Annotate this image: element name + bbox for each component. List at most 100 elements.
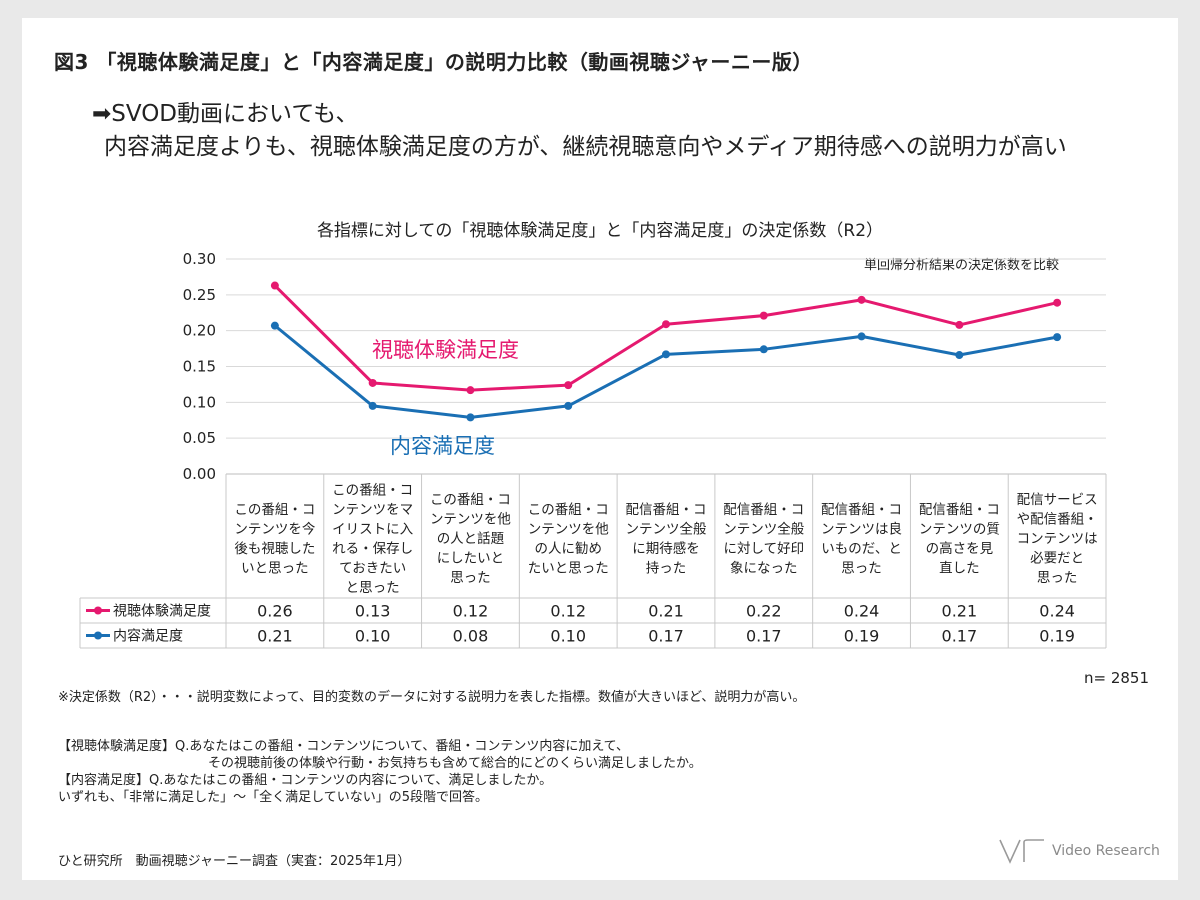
legend-label: 視聴体験満足度 xyxy=(113,604,211,620)
category-label: に対して好印 xyxy=(723,541,804,557)
category-label: にしたいと xyxy=(437,551,505,567)
vr-logo-icon xyxy=(999,839,1044,864)
category-label: 直した xyxy=(939,560,980,576)
data-label: 0.17 xyxy=(648,627,684,646)
data-point xyxy=(1053,298,1062,307)
data-label: 0.10 xyxy=(355,627,391,646)
category-label: いものだ、と xyxy=(821,541,902,557)
category-label: 持った xyxy=(646,560,687,576)
footnote-q2: 【内容満足度】Q.あなたはこの番組・コンテンツの内容について、満足しましたか。 xyxy=(58,773,553,788)
chart-note: 単回帰分析結果の決定係数を比較 xyxy=(864,258,1060,273)
data-label: 0.19 xyxy=(1039,627,1075,646)
category-label: ンテンツを今 xyxy=(234,521,315,537)
data-label: 0.10 xyxy=(550,627,586,646)
category-label: の高さを見 xyxy=(926,540,994,557)
data-point xyxy=(955,320,964,329)
annotation-series-2: 内容満足度 xyxy=(390,434,495,458)
sample-size: n= 2851 xyxy=(1084,669,1150,687)
headline-line-1: ➡SVOD動画においても、 xyxy=(92,101,359,127)
y-tick-label: 0.00 xyxy=(183,465,216,483)
footnote-scale: いずれも、「非常に満足した」〜「全く満足していない」の5段階で回答。 xyxy=(58,790,488,805)
y-tick-label: 0.15 xyxy=(183,358,216,376)
category-label: 配信番組・コ xyxy=(626,502,707,518)
category-label: ンテンツをマ xyxy=(332,502,413,518)
category-label: に期待感を xyxy=(632,540,700,557)
category-label: ンテンツの質 xyxy=(919,521,1000,537)
y-tick-label: 0.05 xyxy=(183,429,216,447)
category-label: 思った xyxy=(841,560,882,576)
category-label: 配信番組・コ xyxy=(723,502,804,518)
data-point xyxy=(857,332,866,341)
data-point xyxy=(564,381,573,390)
legend-label: 内容満足度 xyxy=(113,628,183,645)
data-point xyxy=(466,386,475,395)
chart-title: 各指標に対しての「視聴体験満足度」と「内容満足度」の決定係数（R2） xyxy=(316,221,884,241)
category-label: たいと思った xyxy=(528,560,609,576)
data-label: 0.12 xyxy=(453,602,489,621)
data-label: 0.13 xyxy=(355,602,391,621)
category-label: 配信番組・コ xyxy=(919,502,1000,518)
footnote-q1-line2: その視聴前後の体験や行動・お気持ちも含めて総合的にどのくらい満足しましたか。 xyxy=(208,756,702,771)
data-label: 0.08 xyxy=(453,627,489,646)
category-label: 象になった xyxy=(730,560,798,576)
headline-line-2: 内容満足度よりも、視聴体験満足度の方が、継続視聴意向やメディア期待感への説明力が… xyxy=(104,134,1067,160)
y-tick-label: 0.25 xyxy=(183,286,216,304)
data-label: 0.12 xyxy=(550,602,586,621)
figure-title: 図3 「視聴体験満足度」と「内容満足度」の説明力比較（動画視聴ジャーニー版） xyxy=(54,50,813,74)
category-label: ンテンツ全般 xyxy=(626,520,707,537)
slide: 図3 「視聴体験満足度」と「内容満足度」の説明力比較（動画視聴ジャーニー版） ➡… xyxy=(22,18,1178,880)
data-point xyxy=(368,378,377,387)
data-point xyxy=(857,295,866,304)
source-credit: ひと研究所 動画視聴ジャーニー調査（実査：2025年1月） xyxy=(58,854,411,869)
data-point xyxy=(662,350,670,359)
footnote-q1-line1: 【視聴体験満足度】Q.あなたはこの番組・コンテンツについて、番組・コンテンツ内容… xyxy=(58,739,630,754)
category-label: この番組・コ xyxy=(528,502,609,518)
data-point xyxy=(1053,333,1062,342)
category-label: 後も視聴した xyxy=(234,541,315,557)
data-label: 0.19 xyxy=(844,627,880,646)
data-point xyxy=(564,401,573,410)
data-point xyxy=(759,345,768,354)
category-label: この番組・コ xyxy=(332,482,413,498)
data-point xyxy=(270,281,279,290)
annotation-series-1: 視聴体験満足度 xyxy=(372,338,519,362)
category-label: や配信番組・ xyxy=(1017,512,1098,528)
y-tick-label: 0.20 xyxy=(183,322,216,340)
category-label: いと思った xyxy=(241,560,309,576)
data-point xyxy=(466,413,475,422)
category-label: 思った xyxy=(450,570,491,586)
data-label: 0.21 xyxy=(257,627,293,646)
category-label: コンテンツは xyxy=(1017,531,1098,547)
category-label: 必要だと xyxy=(1030,551,1084,567)
category-label: イリストに入 xyxy=(332,521,413,537)
category-label: の人と話題 xyxy=(437,530,505,547)
category-label: 配信サービス xyxy=(1017,492,1098,508)
data-label: 0.22 xyxy=(746,602,782,621)
category-label: と思った xyxy=(346,580,400,596)
category-label: ておきたい xyxy=(339,560,406,576)
y-tick-label: 0.10 xyxy=(183,393,216,411)
category-label: ンテンツ全般 xyxy=(723,520,804,537)
category-label: ンテンツは良 xyxy=(821,521,902,537)
data-point xyxy=(955,351,964,360)
data-point xyxy=(759,311,768,320)
data-point xyxy=(368,401,377,410)
category-label: この番組・コ xyxy=(234,502,315,518)
data-point xyxy=(270,321,279,330)
category-label: この番組・コ xyxy=(430,492,511,508)
category-label: ンテンツを他 xyxy=(528,521,609,537)
category-label: ンテンツを他 xyxy=(430,512,511,528)
video-research-logo: Video Research xyxy=(998,838,1160,864)
legend-marker xyxy=(94,631,102,640)
category-label: 思った xyxy=(1037,570,1078,586)
data-label: 0.17 xyxy=(746,627,782,646)
headline: ➡SVOD動画においても、 内容満足度よりも、視聴体験満足度の方が、継続視聴意向… xyxy=(92,98,1067,164)
footnote-definition: ※決定係数（R2）・・・説明変数によって、目的変数のデータに対する説明力を表した… xyxy=(58,690,806,705)
category-label: 配信番組・コ xyxy=(821,502,902,518)
data-label: 0.24 xyxy=(1039,602,1075,621)
data-label: 0.17 xyxy=(942,627,978,646)
y-tick-label: 0.30 xyxy=(183,250,216,268)
data-label: 0.21 xyxy=(648,602,684,621)
category-label: れる・保存し xyxy=(332,541,413,557)
data-label: 0.26 xyxy=(257,602,293,621)
